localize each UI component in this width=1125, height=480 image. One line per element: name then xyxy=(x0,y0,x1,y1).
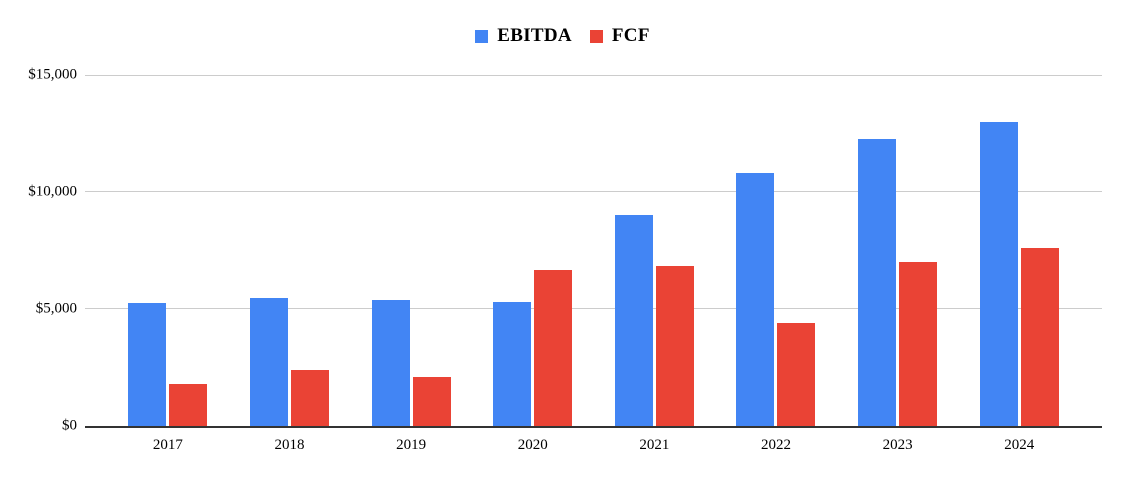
bar-fcf-2022 xyxy=(777,323,816,426)
legend-label-fcf: FCF xyxy=(611,25,650,46)
legend-label-ebitda: EBITDA xyxy=(497,25,572,46)
gridlines xyxy=(85,74,1102,426)
bar-group-2021 xyxy=(594,75,716,426)
x-tick-2024: 2024 xyxy=(1004,437,1035,453)
y-tick-15000: $15,000 xyxy=(28,66,77,83)
y-tick-5000: $5,000 xyxy=(35,300,77,317)
bar-ebitda-2023 xyxy=(858,139,897,426)
x-tick-2021: 2021 xyxy=(639,437,670,453)
bar-group-2023 xyxy=(837,75,959,426)
plot-area xyxy=(85,74,1102,428)
legend-swatch-fcf xyxy=(589,29,603,43)
legend: EBITDA FCF xyxy=(0,25,1125,47)
bar-group-2020 xyxy=(472,75,594,426)
x-tick-2019: 2019 xyxy=(396,437,427,453)
gridline-15000 xyxy=(85,74,1102,76)
bar-group-2024 xyxy=(958,75,1080,426)
x-tick-2017: 2017 xyxy=(152,437,183,453)
bar-ebitda-2024 xyxy=(979,121,1018,426)
y-tick-10000: $10,000 xyxy=(28,183,77,200)
bar-ebitda-2021 xyxy=(614,215,653,426)
y-axis-labels: $15,000 $10,000 $5,000 $0 xyxy=(0,67,77,434)
gridline-10000 xyxy=(85,191,1102,193)
x-tick-2022: 2022 xyxy=(760,437,791,453)
bar-ebitda-2022 xyxy=(736,173,775,426)
x-axis-labels: 2017 2018 2019 2020 2021 2022 2023 2024 xyxy=(85,437,1102,454)
bar-fcf-2024 xyxy=(1020,248,1059,426)
bar-groups xyxy=(85,75,1102,426)
bar-group-2022 xyxy=(715,75,837,426)
legend-item-fcf: FCF xyxy=(589,25,650,47)
bar-group-2018 xyxy=(229,75,351,426)
x-tick-2018: 2018 xyxy=(274,437,305,453)
bar-fcf-2020 xyxy=(534,270,573,426)
bar-group-2017 xyxy=(107,75,229,426)
bar-ebitda-2018 xyxy=(249,298,288,426)
legend-swatch-ebitda xyxy=(475,29,489,43)
bar-fcf-2023 xyxy=(899,262,938,426)
bar-fcf-2017 xyxy=(169,383,208,426)
bar-ebitda-2019 xyxy=(371,299,410,426)
gridline-5000 xyxy=(85,308,1102,310)
x-tick-2020: 2020 xyxy=(517,437,548,453)
legend-item-ebitda: EBITDA xyxy=(475,25,572,47)
bar-fcf-2018 xyxy=(290,369,329,426)
bar-ebitda-2017 xyxy=(128,303,167,426)
bar-fcf-2021 xyxy=(655,265,694,426)
bar-group-2019 xyxy=(350,75,472,426)
x-tick-2023: 2023 xyxy=(882,437,913,453)
y-tick-0: $0 xyxy=(62,417,77,434)
bar-fcf-2019 xyxy=(412,376,451,426)
bar-ebitda-2020 xyxy=(493,301,532,426)
